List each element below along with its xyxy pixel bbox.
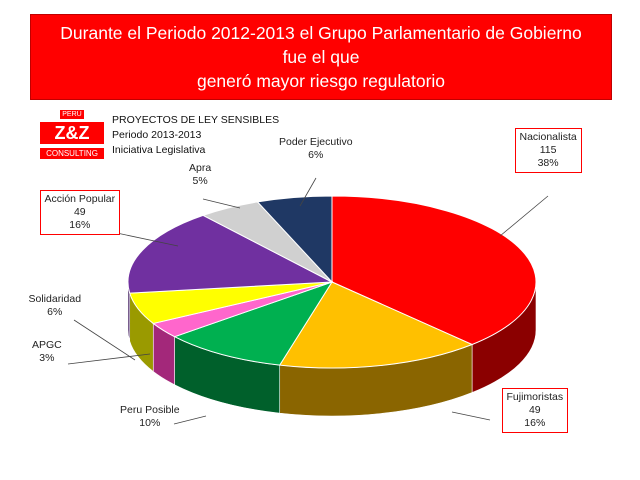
chart-title: Durante el Periodo 2012-2013 el Grupo Pa… xyxy=(55,21,587,93)
slice-name-apgc: APGC xyxy=(32,339,62,351)
slice-label-accion-popular: Acción Popular 49 16% xyxy=(39,189,121,235)
slice-label-apgc: APGC 3% xyxy=(32,339,62,365)
leader-line-poder-ejecutivo xyxy=(299,177,317,207)
slice-label-peru-posible: Peru Posible 10% xyxy=(120,404,180,430)
slice-percent-fujimoristas: 16% xyxy=(524,416,546,429)
slice-label-nacionalista: Nacionalista 115 38% xyxy=(514,127,582,173)
company-logo: PERÚ Z&Z CONSULTING xyxy=(40,110,104,160)
leader-line-solidaridad xyxy=(73,319,136,361)
slice-name-apra: Apra xyxy=(189,162,212,174)
slice-label-apra: Apra 5% xyxy=(189,162,211,188)
slice-percent-apgc: 3% xyxy=(39,352,55,364)
pie-slice-nacionalista xyxy=(331,195,537,346)
info-line-2: Periodo 2013-2013 xyxy=(112,129,202,141)
slice-name-poder-ejecutivo: Poder Ejecutivo xyxy=(279,136,353,148)
info-line-1: PROYECTOS DE LEY SENSIBLES xyxy=(112,114,280,126)
slice-percent-poder-ejecutivo: 6% xyxy=(308,149,324,161)
slice-value-nacionalista: 115 xyxy=(539,143,557,156)
pie-slice-poder-ejecutivo xyxy=(256,195,333,284)
slice-name-accion-popular: Acción Popular xyxy=(44,192,116,205)
title-banner: Durante el Periodo 2012-2013 el Grupo Pa… xyxy=(30,14,612,100)
leader-line-accion-popular xyxy=(111,231,179,247)
logo-bottom-text: CONSULTING xyxy=(40,148,104,159)
slice-percent-apra: 5% xyxy=(192,175,208,187)
slice-percent-accion-popular: 16% xyxy=(69,218,91,231)
pie-slice-peru-posible xyxy=(173,281,334,366)
slice-name-nacionalista: Nacionalista xyxy=(519,130,577,143)
slice-value-accion-popular: 49 xyxy=(73,205,86,218)
pie-slice-accion-popular xyxy=(127,214,334,294)
title-line-2: generó mayor riesgo regulatorio xyxy=(196,71,446,91)
logo-top-text: PERÚ xyxy=(60,110,84,119)
slice-name-peru-posible: Peru Posible xyxy=(120,404,180,416)
project-info: PROYECTOS DE LEY SENSIBLES Periodo 2013-… xyxy=(112,113,279,158)
leader-line-nacionalista xyxy=(499,195,549,237)
slice-label-solidaridad: Solidaridad 6% xyxy=(29,293,82,319)
slice-name-fujimoristas: Fujimoristas xyxy=(506,390,564,403)
leader-line-apra xyxy=(202,198,241,209)
leader-line-peru-posible xyxy=(173,415,207,425)
leader-line-fujimoristas xyxy=(451,411,491,421)
logo-mark: Z&Z xyxy=(40,122,104,144)
pie-slice-fujimoristas xyxy=(278,281,474,369)
slice-label-poder-ejecutivo: Poder Ejecutivo 6% xyxy=(279,136,353,162)
slice-value-fujimoristas: 49 xyxy=(528,403,541,416)
leader-line-apgc xyxy=(67,353,151,365)
title-line-1: Durante el Periodo 2012-2013 el Grupo Pa… xyxy=(60,23,582,67)
slice-percent-nacionalista: 38% xyxy=(537,156,559,169)
slice-label-fujimoristas: Fujimoristas 49 16% xyxy=(501,387,569,433)
slice-name-solidaridad: Solidaridad xyxy=(28,293,82,305)
slice-percent-solidaridad: 6% xyxy=(47,306,63,318)
info-line-3: Iniciativa Legislativa xyxy=(112,144,206,156)
slice-percent-peru-posible: 10% xyxy=(139,417,161,429)
